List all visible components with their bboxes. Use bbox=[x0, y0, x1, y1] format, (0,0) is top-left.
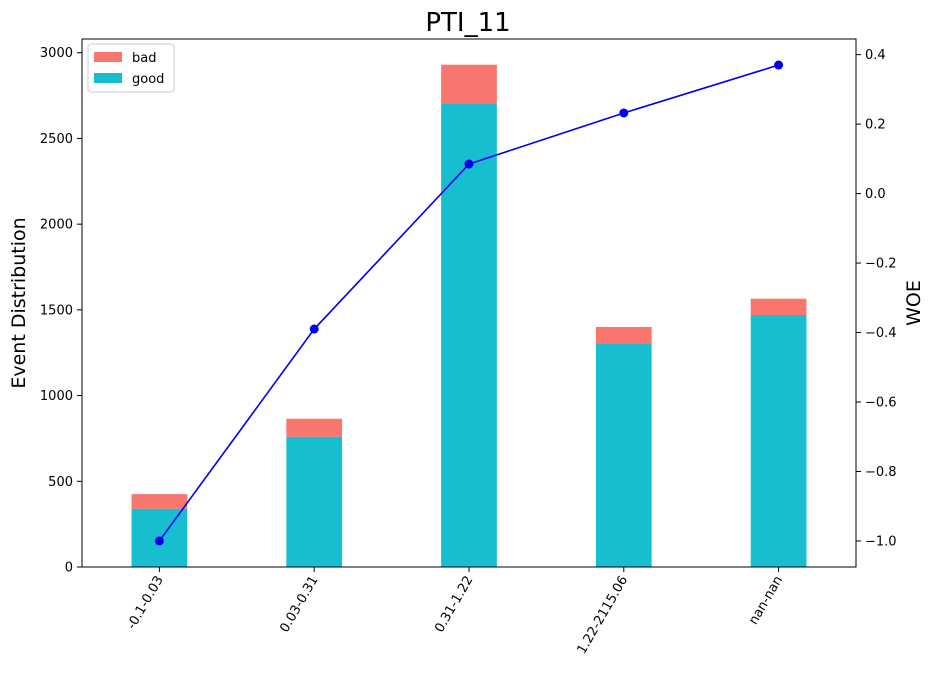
y-axis-left: 0 500 1000 1500 2000 2500 3000 bbox=[40, 46, 82, 576]
woe-point-3 bbox=[619, 108, 629, 118]
x-tick-label-4: nan-nan bbox=[746, 574, 786, 628]
y-left-tick-label-2: 1000 bbox=[40, 389, 73, 404]
y-right-tick-label-4: −0.2 bbox=[865, 257, 897, 272]
x-tick-label-2: 0.31-1.22 bbox=[432, 574, 476, 636]
bar-bad-2 bbox=[441, 64, 497, 104]
y-right-tick-label-0: −1.0 bbox=[865, 534, 897, 549]
y-left-tick-label-3: 1500 bbox=[40, 303, 73, 318]
y-left-tick-label-0: 0 bbox=[65, 561, 73, 576]
chart-title: PTI_11 bbox=[425, 8, 510, 38]
y-right-tick-label-7: 0.4 bbox=[865, 48, 886, 63]
y-left-tick-label-1: 500 bbox=[48, 475, 73, 490]
bar-bad-0 bbox=[131, 494, 188, 509]
bar-bad-1 bbox=[286, 418, 343, 437]
woe-point-1 bbox=[309, 324, 319, 334]
legend-swatch-bad bbox=[94, 52, 122, 62]
y-left-tick-label-4: 2000 bbox=[40, 218, 73, 233]
bars-layer bbox=[131, 64, 807, 568]
bar-good-1 bbox=[286, 436, 343, 567]
bar-good-3 bbox=[595, 343, 652, 567]
y-right-tick-label-2: −0.6 bbox=[865, 396, 897, 411]
y-right-tick-label-5: 0.0 bbox=[865, 187, 886, 202]
y-axis-right-title: WOE bbox=[903, 280, 925, 326]
x-tick-label-3: 1.22-2115.06 bbox=[575, 574, 632, 657]
x-tick-label-0: -0.1-0.03 bbox=[124, 574, 166, 633]
woe-point-2 bbox=[464, 159, 474, 169]
y-right-tick-label-3: −0.4 bbox=[865, 326, 897, 341]
x-axis: -0.1-0.03 0.03-0.31 0.31-1.22 1.22-2115.06 n… bbox=[124, 567, 786, 657]
y-right-tick-label-6: 0.2 bbox=[865, 118, 886, 133]
bar-bad-3 bbox=[595, 327, 652, 344]
bar-bad-4 bbox=[750, 298, 807, 315]
bar-good-4 bbox=[750, 315, 807, 567]
y-left-tick-label-6: 3000 bbox=[40, 46, 73, 61]
woe-line-layer bbox=[154, 60, 784, 546]
y-axis-left-title: Event Distribution bbox=[8, 217, 30, 388]
legend-label-bad: bad bbox=[132, 51, 156, 66]
bar-good-2 bbox=[441, 103, 497, 568]
y-right-tick-label-1: −0.8 bbox=[865, 465, 897, 480]
legend-label-good: good bbox=[132, 72, 164, 87]
x-tick-label-1: 0.03-0.31 bbox=[277, 574, 321, 636]
y-left-tick-label-5: 2500 bbox=[40, 132, 73, 147]
woe-point-0 bbox=[154, 536, 164, 546]
woe-point-4 bbox=[774, 60, 784, 70]
legend: bad good bbox=[87, 43, 175, 93]
legend-swatch-good bbox=[94, 73, 122, 83]
y-axis-right: −1.0 −0.8 −0.6 −0.4 −0.2 0.0 0.2 0.4 bbox=[856, 48, 897, 549]
